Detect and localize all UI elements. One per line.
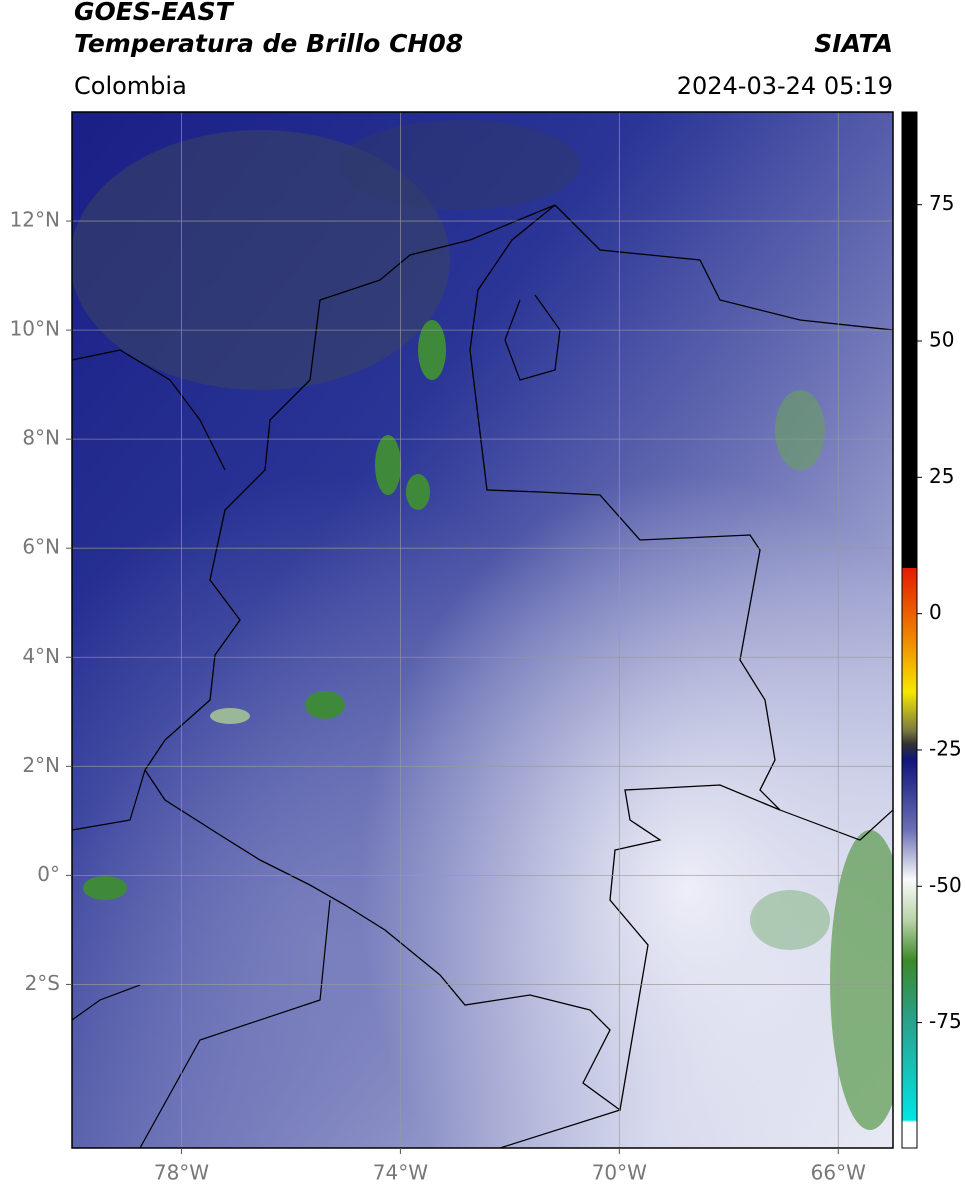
colorbar-tick-label: -25	[929, 736, 962, 760]
map-image	[72, 112, 893, 1148]
y-tick-label: 2°N	[22, 753, 60, 777]
colorbar-tick-label: 25	[929, 464, 954, 488]
x-tick-label: 66°W	[811, 1161, 866, 1185]
x-tick-label: 74°W	[373, 1161, 428, 1185]
colorbar-tick-label: -50	[929, 873, 962, 897]
grid	[72, 112, 893, 1148]
region: Colombia	[74, 72, 187, 100]
y-tick-label: 8°N	[22, 426, 60, 450]
y-tick-label: 12°N	[10, 208, 60, 232]
datetime: 2024-03-24 05:19	[677, 72, 893, 100]
colorbar-tick-label: 75	[929, 191, 954, 215]
colorbar	[901, 111, 918, 1149]
colorbar-tick-label: 0	[929, 600, 942, 624]
x-tick-label: 78°W	[154, 1161, 209, 1185]
y-tick-label: 0°	[37, 862, 60, 886]
title-line2: Temperatura de Brillo CH08	[74, 29, 463, 58]
y-tick-label: 10°N	[10, 317, 60, 341]
title-line1: GOES-EAST	[74, 0, 235, 26]
colorbar-tick-label: -75	[929, 1009, 962, 1033]
y-tick-label: 6°N	[22, 535, 60, 559]
colorbar-tick-label: 50	[929, 328, 954, 352]
source: SIATA	[814, 29, 893, 58]
y-tick-label: 4°N	[22, 644, 60, 668]
y-tick-label: 2°S	[25, 971, 60, 995]
x-tick-label: 70°W	[592, 1161, 647, 1185]
map-frame	[71, 111, 894, 1149]
